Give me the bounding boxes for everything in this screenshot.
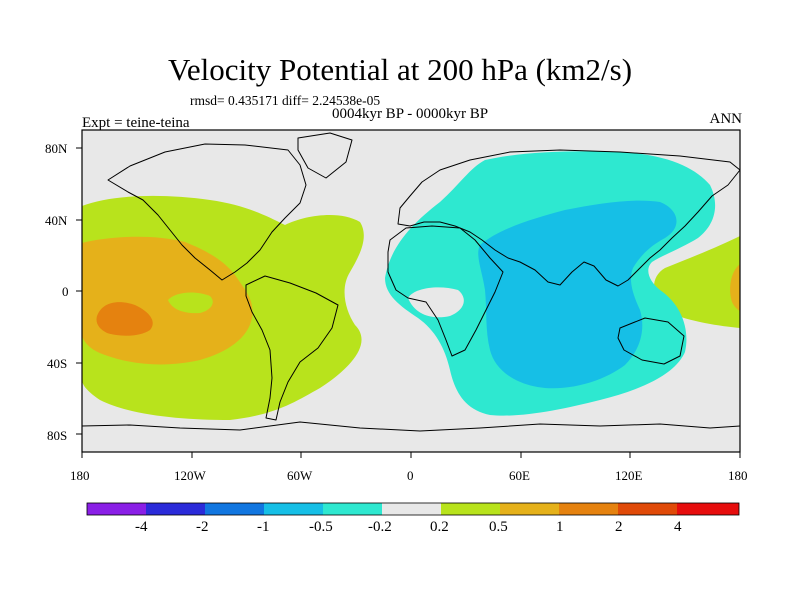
antarctica-coastline xyxy=(82,421,740,432)
colorbar-segment xyxy=(205,503,264,515)
colorbar-segment xyxy=(264,503,323,515)
y-tick-label-40s: 40S xyxy=(47,356,68,371)
colorbar-label: -4 xyxy=(135,519,148,535)
contour-fields xyxy=(82,151,740,420)
colorbar-label: 2 xyxy=(615,519,623,535)
colorbar-segment xyxy=(87,503,146,515)
colorbar-label: 0.5 xyxy=(489,519,508,535)
plot-title: Velocity Potential at 200 hPa (km2/s) xyxy=(167,52,633,87)
colorbar-segment xyxy=(382,503,441,515)
x-tick-label-180e: 180 xyxy=(728,468,748,483)
x-tick-label-180w: 180 xyxy=(70,468,90,483)
y-tick-label-40n: 40N xyxy=(45,213,68,228)
period-label: 0004kyr BP - 0000kyr BP xyxy=(331,106,489,122)
colorbar-label: -0.2 xyxy=(368,519,392,535)
colorbar-label: -2 xyxy=(196,519,209,535)
x-tick-label-120w: 120W xyxy=(174,468,206,483)
north-america-coastline xyxy=(107,143,307,281)
africa-coastline xyxy=(387,225,504,357)
y-tick-label-80n: 80N xyxy=(45,141,68,156)
contour-gap-africa xyxy=(408,287,464,318)
x-tick-label-60w: 60W xyxy=(287,468,313,483)
colorbar-segment xyxy=(500,503,559,515)
australia-coastline xyxy=(617,317,685,365)
rmsd-diff-stats: rmsd= 0.435171 diff= 2.24538e-05 xyxy=(190,93,381,108)
contour-negative-0.5 xyxy=(478,200,677,389)
colorbar-segment xyxy=(441,503,500,515)
x-tick-label-120e: 120E xyxy=(615,468,643,483)
x-tick-label-0: 0 xyxy=(407,468,414,483)
contour-positive-east-0.2 xyxy=(653,236,740,328)
x-tick-label-60e: 60E xyxy=(509,468,530,483)
colorbar xyxy=(86,502,740,516)
colorbar-segment xyxy=(618,503,677,515)
south-america-coastline xyxy=(245,275,339,421)
coastlines xyxy=(82,132,740,432)
colorbar-segment xyxy=(677,503,739,515)
experiment-label: Expt = teine-teina xyxy=(82,115,190,131)
colorbar-label: 0.2 xyxy=(430,519,449,535)
y-tick-label-0: 0 xyxy=(62,284,69,299)
season-label: ANN xyxy=(709,111,743,127)
colorbar-label: 1 xyxy=(556,519,564,535)
contour-positive-east-0.5 xyxy=(730,264,740,311)
contour-gap-east-pacific xyxy=(168,292,213,314)
axis-ticks xyxy=(76,147,741,458)
colorbar-label: 4 xyxy=(674,519,682,535)
colorbar-segment xyxy=(559,503,618,515)
y-tick-label-80s: 80S xyxy=(47,428,68,443)
contour-positive-1 xyxy=(96,302,153,336)
greenland-coastline xyxy=(297,132,353,179)
colorbar-label: -1 xyxy=(257,519,270,535)
colorbar-segment xyxy=(146,503,205,515)
colorbar-segment xyxy=(323,503,382,515)
colorbar-label: -0.5 xyxy=(309,519,333,535)
eurasia-coastline xyxy=(397,149,740,287)
